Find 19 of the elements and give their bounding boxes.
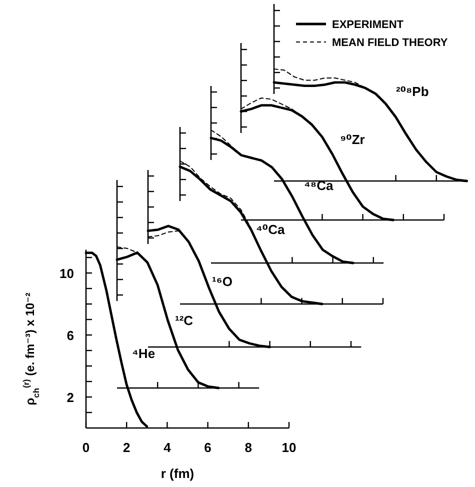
text: ⁴He <box>132 346 156 361</box>
y-tick-label: 10 <box>60 266 74 281</box>
text: ¹²C <box>175 313 194 328</box>
x-axis-title: r (fm) <box>160 466 194 481</box>
text: ²⁰⁸Pb <box>396 84 429 99</box>
x-tick-label: 10 <box>282 440 296 455</box>
text: ¹⁶O <box>212 274 232 289</box>
x-tick-label: 0 <box>82 440 90 455</box>
x-tick-label: 8 <box>244 440 252 455</box>
text: ⁴⁰Ca <box>256 222 286 237</box>
y-tick-label: 6 <box>66 328 74 343</box>
text: ⁹⁰Zr <box>340 132 365 147</box>
legend-label: EXPERIMENT <box>332 19 404 31</box>
text: ⁴⁸Ca <box>304 178 334 193</box>
x-tick-label: 2 <box>122 440 130 455</box>
x-tick-label: 4 <box>164 440 172 455</box>
x-tick-label: 6 <box>204 440 212 455</box>
legend-label: MEAN FIELD THEORY <box>332 37 448 49</box>
y-tick-label: 2 <box>66 390 74 405</box>
